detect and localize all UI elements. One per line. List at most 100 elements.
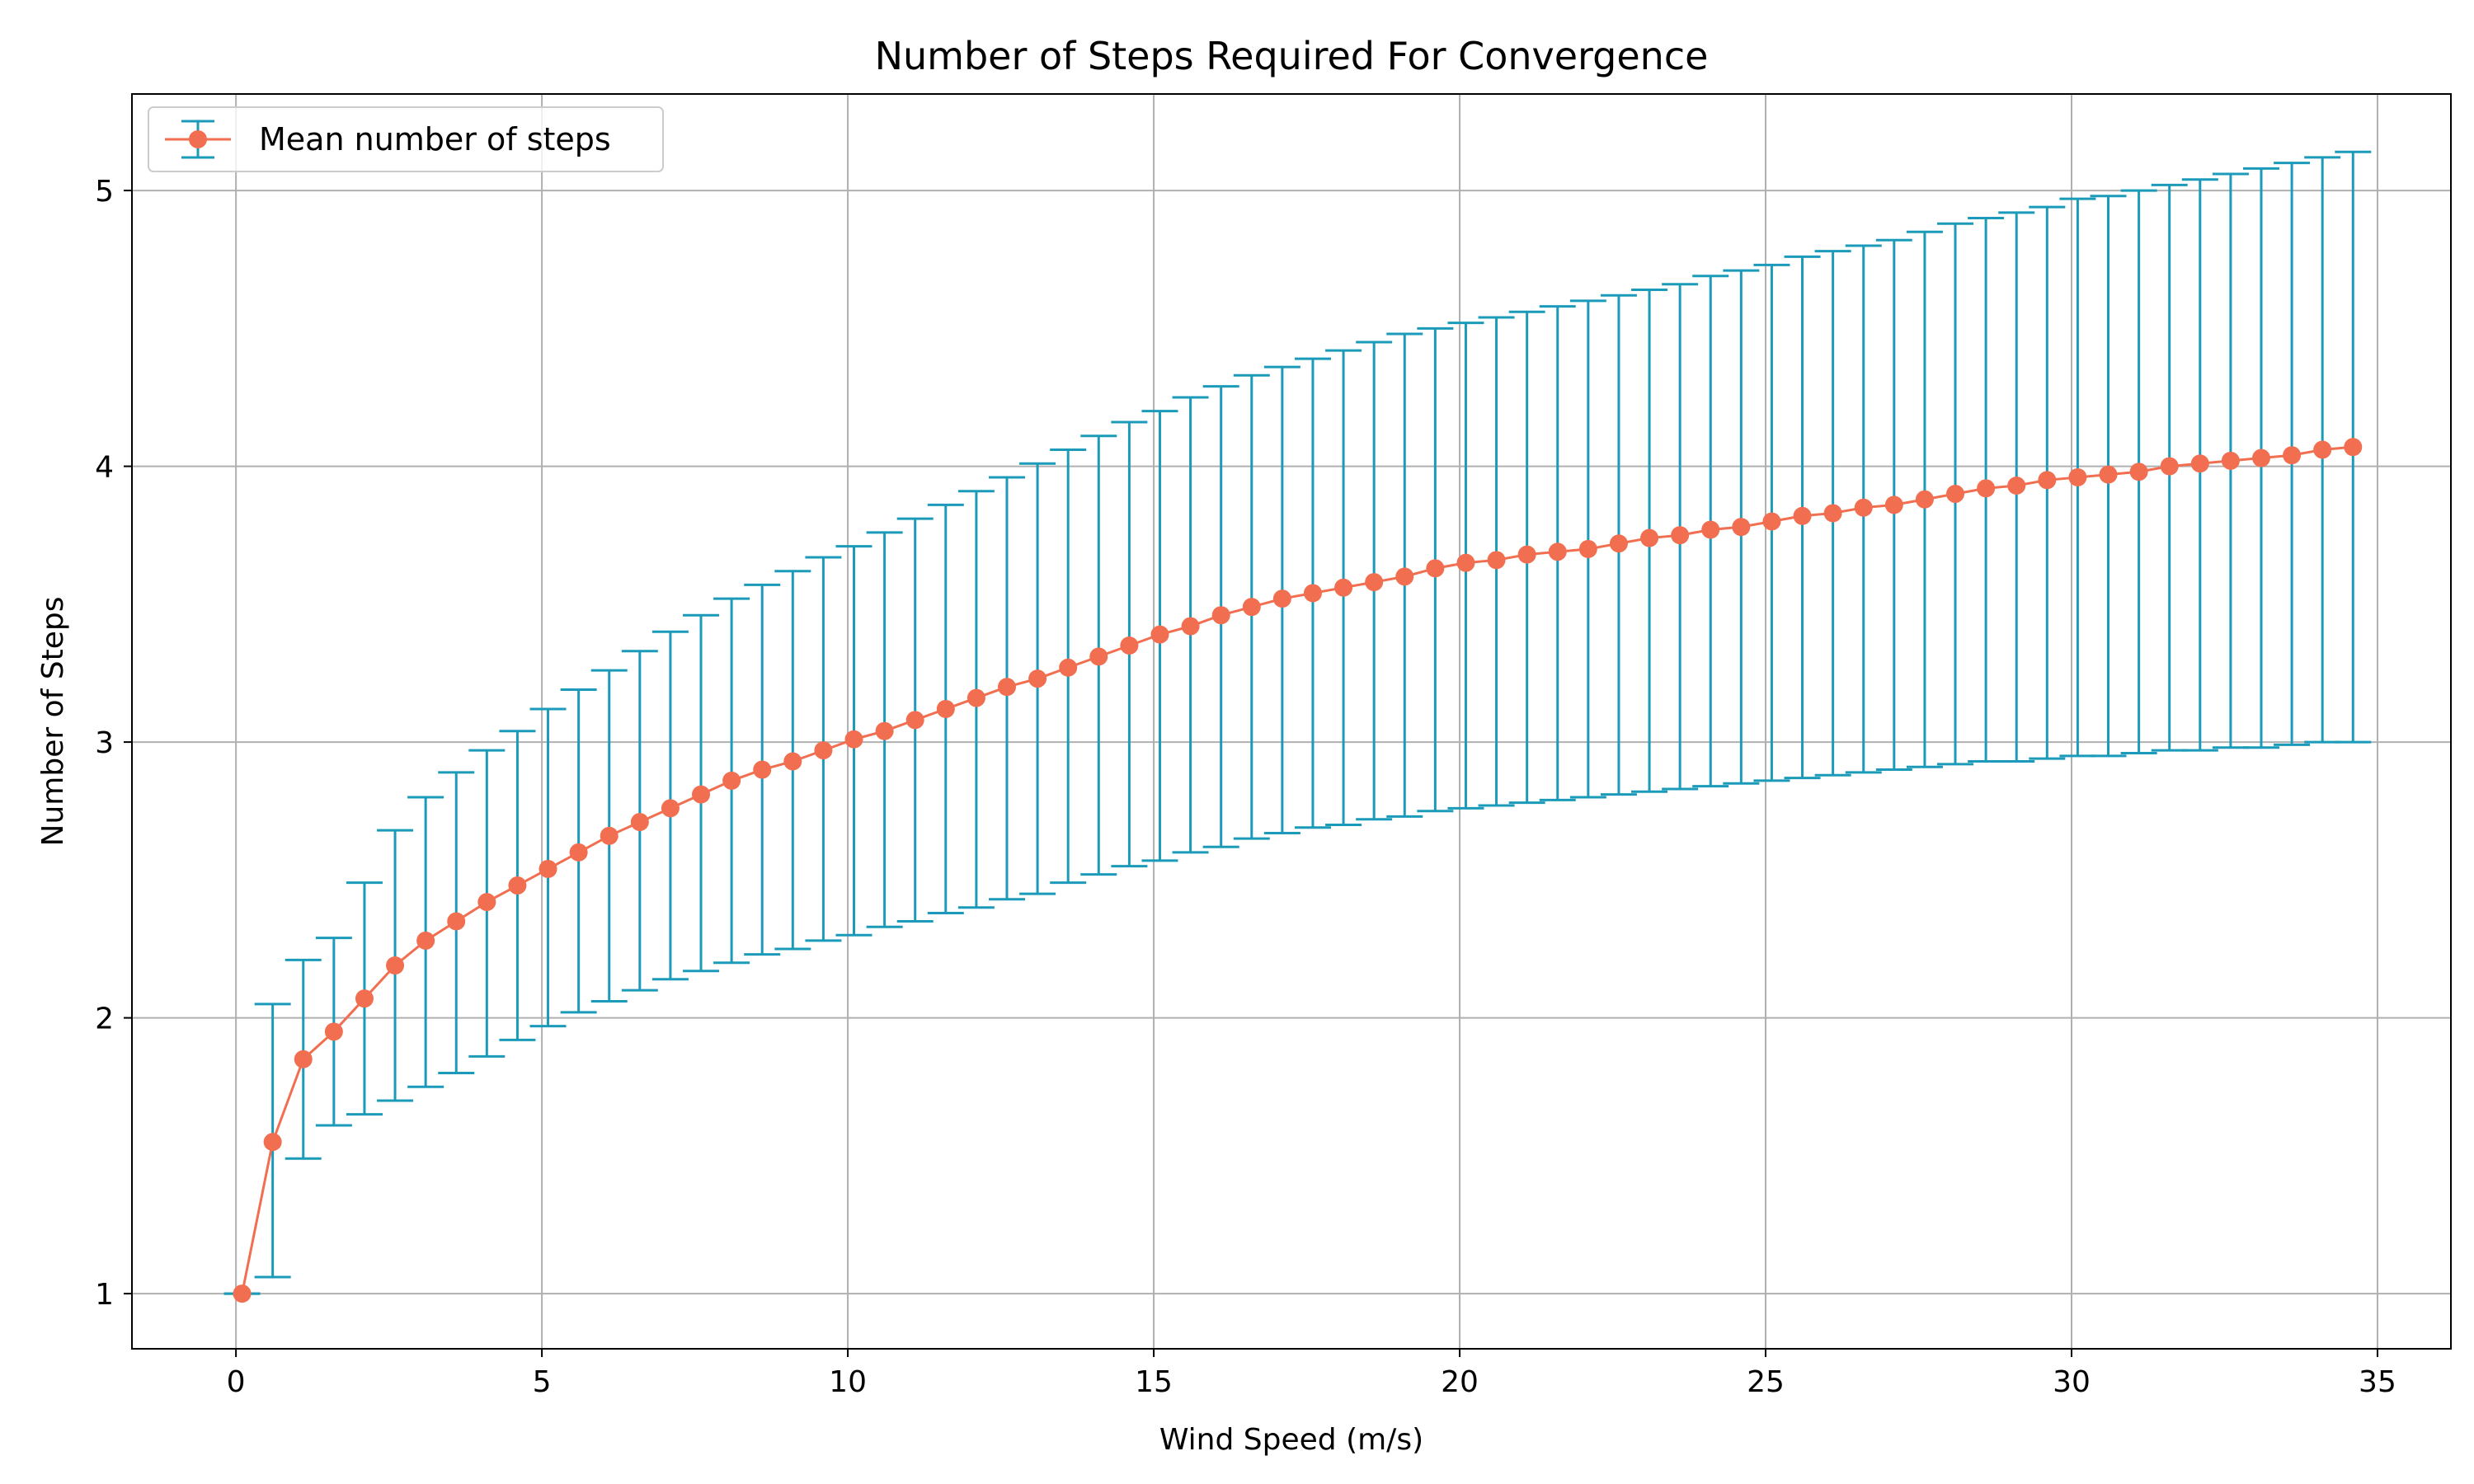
data-point bbox=[661, 799, 680, 818]
data-point bbox=[1915, 490, 1934, 509]
plot-frame bbox=[131, 93, 2452, 1350]
data-point bbox=[1242, 598, 1261, 617]
data-point bbox=[569, 843, 588, 862]
legend: Mean number of steps bbox=[148, 106, 664, 172]
x-tick-label: 20 bbox=[1441, 1365, 1479, 1399]
data-point bbox=[844, 730, 863, 749]
data-point bbox=[539, 859, 557, 878]
data-point bbox=[783, 752, 802, 771]
data-point bbox=[936, 699, 955, 718]
data-point bbox=[1028, 669, 1047, 688]
data-point bbox=[1977, 479, 1996, 498]
data-point bbox=[2344, 438, 2363, 457]
data-point bbox=[1732, 518, 1751, 537]
data-point bbox=[1701, 520, 1720, 539]
data-point bbox=[905, 711, 924, 730]
data-point bbox=[722, 771, 741, 790]
y-tick-label: 5 bbox=[95, 175, 114, 209]
data-point bbox=[1120, 636, 1139, 655]
line-layer bbox=[241, 445, 2354, 1294]
data-point bbox=[2038, 471, 2057, 490]
data-point bbox=[1365, 573, 1384, 592]
data-point bbox=[1640, 528, 1659, 547]
y-tick-label: 3 bbox=[95, 726, 114, 760]
x-axis-label: Wind Speed (m/s) bbox=[1159, 1423, 1423, 1457]
data-point bbox=[753, 760, 772, 779]
grid-layer bbox=[132, 94, 2451, 1349]
data-point bbox=[1517, 545, 1536, 564]
data-point bbox=[1395, 567, 1414, 586]
data-point bbox=[1181, 617, 1200, 636]
data-point bbox=[2221, 451, 2240, 470]
data-point bbox=[1548, 542, 1567, 561]
x-tick-label: 0 bbox=[227, 1365, 246, 1399]
y-axis-label: Number of Steps bbox=[36, 597, 70, 847]
data-point bbox=[508, 876, 527, 895]
data-point bbox=[355, 989, 374, 1008]
data-point bbox=[477, 893, 496, 912]
x-tick-label: 25 bbox=[1747, 1365, 1785, 1399]
data-point bbox=[630, 813, 649, 832]
errorbar-layer bbox=[223, 150, 2372, 1295]
data-point bbox=[1211, 606, 1230, 625]
data-point bbox=[600, 826, 618, 845]
data-point bbox=[1426, 559, 1445, 578]
data-point bbox=[2190, 454, 2209, 473]
legend-marker bbox=[189, 130, 207, 148]
x-tick-label: 35 bbox=[2359, 1365, 2396, 1399]
x-tick-label: 30 bbox=[2053, 1365, 2091, 1399]
data-point bbox=[1150, 625, 1169, 644]
data-point bbox=[1059, 658, 1078, 677]
data-point bbox=[1946, 485, 1965, 504]
data-point bbox=[997, 678, 1016, 697]
legend-box bbox=[148, 106, 664, 172]
legend-swatch bbox=[165, 120, 231, 159]
data-point bbox=[2160, 457, 2179, 476]
data-point bbox=[1609, 534, 1628, 553]
data-point bbox=[1854, 498, 1873, 517]
data-point bbox=[1671, 526, 1690, 545]
y-tick-label: 4 bbox=[95, 451, 114, 485]
data-point bbox=[447, 912, 466, 931]
data-point bbox=[416, 931, 435, 950]
marker-layer bbox=[233, 438, 2363, 1303]
data-point bbox=[2251, 448, 2270, 467]
x-tick-label: 15 bbox=[1135, 1365, 1173, 1399]
x-tick-label: 5 bbox=[533, 1365, 552, 1399]
y-tick-label: 1 bbox=[95, 1278, 114, 1312]
y-tick-label: 2 bbox=[95, 1003, 114, 1036]
tick-layer: 0 5 10 15 20 25 30 35 1 2 3 4 5 bbox=[95, 175, 2396, 1399]
x-tick-label: 10 bbox=[829, 1365, 867, 1399]
data-point bbox=[2313, 440, 2332, 459]
chart-title: Number of Steps Required For Convergence bbox=[875, 34, 1709, 78]
data-point bbox=[2099, 465, 2118, 484]
data-point bbox=[2007, 476, 2026, 495]
data-point bbox=[1089, 647, 1108, 666]
data-point bbox=[875, 721, 894, 740]
data-point bbox=[2283, 446, 2302, 465]
data-point bbox=[1762, 512, 1781, 531]
legend-label-mean-steps: Mean number of steps bbox=[259, 121, 611, 157]
data-point bbox=[1303, 584, 1322, 603]
data-point bbox=[2129, 463, 2148, 481]
series-line-mean-steps bbox=[241, 445, 2354, 1294]
data-point bbox=[294, 1050, 313, 1068]
data-point bbox=[1456, 553, 1475, 572]
data-point bbox=[967, 688, 985, 707]
data-point bbox=[2068, 467, 2087, 486]
data-point bbox=[814, 741, 833, 760]
data-point bbox=[692, 785, 711, 804]
data-point bbox=[1487, 551, 1506, 570]
data-point bbox=[1823, 504, 1842, 523]
data-point bbox=[1272, 589, 1291, 608]
data-point bbox=[324, 1022, 343, 1041]
data-point bbox=[1884, 495, 1903, 514]
data-point bbox=[1793, 506, 1812, 525]
data-point bbox=[1578, 539, 1597, 558]
data-point bbox=[386, 956, 405, 975]
data-point bbox=[263, 1133, 282, 1152]
data-point bbox=[1334, 578, 1353, 597]
data-point bbox=[233, 1284, 252, 1303]
